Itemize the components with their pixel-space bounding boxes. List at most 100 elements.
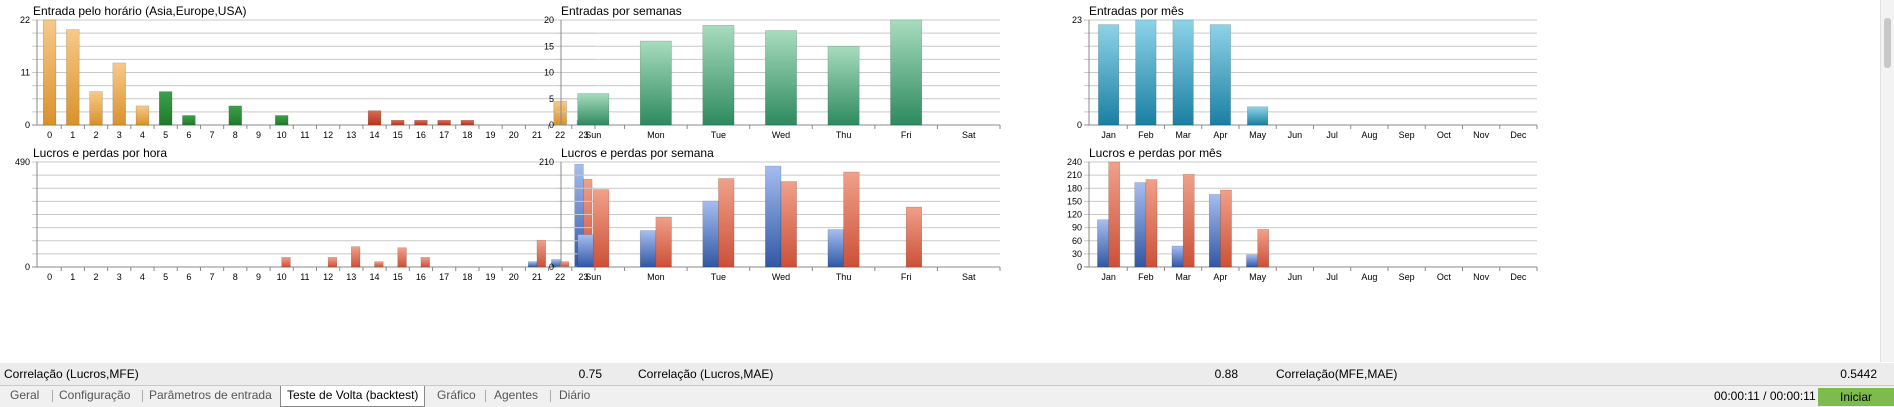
chart-title: Lucros e perdas por hora	[33, 146, 167, 160]
bar	[827, 46, 860, 126]
x-tick-label: 13	[346, 272, 356, 282]
loss-bar	[593, 189, 610, 268]
x-tick-label: Mar	[1175, 272, 1191, 282]
bar	[89, 91, 103, 126]
x-tick-label: Jul	[1326, 272, 1338, 282]
scrollbar-thumb[interactable]	[1884, 18, 1891, 68]
x-tick-label: 10	[277, 272, 287, 282]
loss-bar	[1257, 229, 1270, 268]
x-tick-label: Feb	[1138, 272, 1154, 282]
y-tick-label: 10	[544, 68, 554, 78]
x-tick-label: Dec	[1510, 272, 1527, 282]
x-tick-label: Tue	[711, 272, 726, 282]
chart-entries-month: Entradas por mês 0 23 Jan Feb Mar Apr May Jun Jul…	[1072, 4, 1538, 140]
x-tick-label: 19	[486, 272, 496, 282]
x-tick-label: 21	[532, 130, 542, 140]
chart-title: Entrada pelo horário (Asia,Europe,USA)	[33, 4, 246, 18]
chart-entries-hour: Entrada pelo horário (Asia,Europe,USA) 0 1…	[20, 4, 596, 140]
correlation-label-2: Correlação (Lucros,MAE)	[638, 367, 774, 381]
start-button[interactable]: Iniciar	[1818, 388, 1894, 406]
bar	[112, 62, 126, 126]
y-tick-label: 22	[20, 15, 30, 25]
tab-parametros-entrada[interactable]: Parâmetros de entrada	[149, 388, 272, 402]
x-tick-label: 18	[462, 130, 472, 140]
bottom-tab-bar: Geral Configuração Parâmetros de entrada…	[0, 385, 1894, 407]
x-tick-label: 12	[323, 272, 333, 282]
tab-divider	[52, 390, 53, 402]
tab-divider	[142, 390, 143, 402]
chart-title: Entradas por mês	[1089, 4, 1184, 18]
x-tick-label: Thu	[836, 272, 852, 282]
x-tick-label: 17	[439, 272, 449, 282]
profit-bar	[577, 234, 594, 268]
x-tick-label: Dec	[1510, 130, 1527, 140]
tab-divider	[485, 390, 486, 402]
tab-backtest[interactable]: Teste de Volta (backtest)	[280, 386, 426, 407]
profit-bar	[1246, 254, 1258, 268]
bar	[1247, 106, 1269, 126]
x-tick-label: Tue	[711, 130, 726, 140]
x-tick-label: 0	[47, 130, 52, 140]
x-tick-label: Sun	[585, 130, 601, 140]
charts-area: Entrada pelo horário (Asia,Europe,USA) 0 1…	[15, 4, 1538, 282]
y-tick-label: 60	[1072, 236, 1082, 246]
bar	[182, 115, 196, 126]
loss-bar	[536, 239, 546, 268]
x-tick-label: 1	[70, 130, 75, 140]
x-tick-label: Thu	[836, 130, 852, 140]
x-tick-label: 11	[300, 272, 309, 282]
bar	[42, 19, 57, 126]
correlation-bar: Correlação (Lucros,MFE) 0.75 Correlação …	[0, 363, 1894, 385]
x-tick-label: Apr	[1213, 130, 1227, 140]
tab-geral[interactable]: Geral	[10, 388, 40, 402]
x-tick-label: May	[1249, 272, 1267, 282]
x-tick-label: Jun	[1288, 130, 1303, 140]
loss-bar	[420, 257, 430, 268]
x-tick-label: 1	[70, 272, 75, 282]
vertical-scrollbar[interactable]	[1880, 0, 1894, 362]
profit-bar	[827, 229, 844, 268]
y-tick-label: 0	[1077, 120, 1082, 130]
y-tick-label: 490	[15, 157, 30, 167]
bar	[765, 30, 797, 126]
y-tick-label: 0	[25, 262, 30, 272]
x-tick-label: 9	[256, 130, 261, 140]
x-tick-label: Mon	[647, 272, 665, 282]
y-tick-label: 30	[1072, 249, 1082, 259]
profit-bar	[1171, 245, 1184, 268]
chart-title: Lucros e perdas por semana	[561, 146, 714, 160]
y-tick-label: 120	[1067, 210, 1082, 220]
x-tick-label: 3	[117, 272, 122, 282]
bar	[702, 25, 735, 126]
correlation-value-3: 0.5442	[1840, 367, 1877, 381]
x-tick-label: 14	[370, 130, 380, 140]
bar	[135, 105, 150, 126]
tab-agentes[interactable]: Agentes	[494, 388, 539, 402]
tab-diario[interactable]: Diário	[559, 388, 591, 402]
y-tick-label: 180	[1067, 183, 1082, 193]
tab-divider	[550, 390, 551, 402]
x-tick-label: 12	[323, 130, 333, 140]
x-tick-label: Apr	[1213, 272, 1227, 282]
y-tick-label: 240	[1067, 157, 1082, 167]
y-tick-label: 150	[1067, 196, 1082, 206]
y-tick-label: 0	[25, 120, 30, 130]
tab-configuracao[interactable]: Configuração	[59, 388, 131, 402]
loss-bar	[351, 246, 361, 268]
chart-title: Entradas por semanas	[561, 4, 682, 18]
x-tick-label: 5	[163, 272, 168, 282]
x-tick-label: Oct	[1437, 272, 1452, 282]
x-tick-label: Wed	[772, 130, 790, 140]
x-tick-label: 2	[94, 130, 99, 140]
x-tick-label: May	[1249, 130, 1267, 140]
bar	[577, 93, 610, 126]
correlation-value-1: 0.75	[578, 367, 602, 381]
y-tick-label: 0	[549, 120, 554, 130]
x-tick-label: 7	[210, 272, 215, 282]
bar	[1098, 24, 1120, 126]
tab-grafico[interactable]: Gráfico	[437, 388, 476, 402]
y-tick-label: 20	[544, 15, 554, 25]
x-tick-label: Aug	[1361, 272, 1377, 282]
x-tick-label: 22	[555, 272, 565, 282]
